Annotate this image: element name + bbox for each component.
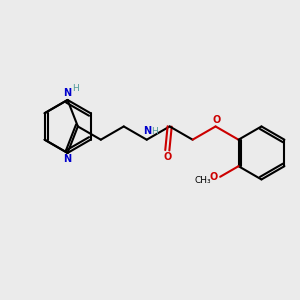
- Text: O: O: [209, 172, 218, 182]
- Text: CH₃: CH₃: [194, 176, 211, 185]
- Text: N: N: [143, 126, 152, 136]
- Text: N: N: [64, 154, 72, 164]
- Text: O: O: [163, 152, 171, 162]
- Text: H: H: [151, 127, 158, 136]
- Text: N: N: [64, 88, 72, 98]
- Text: O: O: [212, 115, 220, 125]
- Text: H: H: [72, 84, 79, 93]
